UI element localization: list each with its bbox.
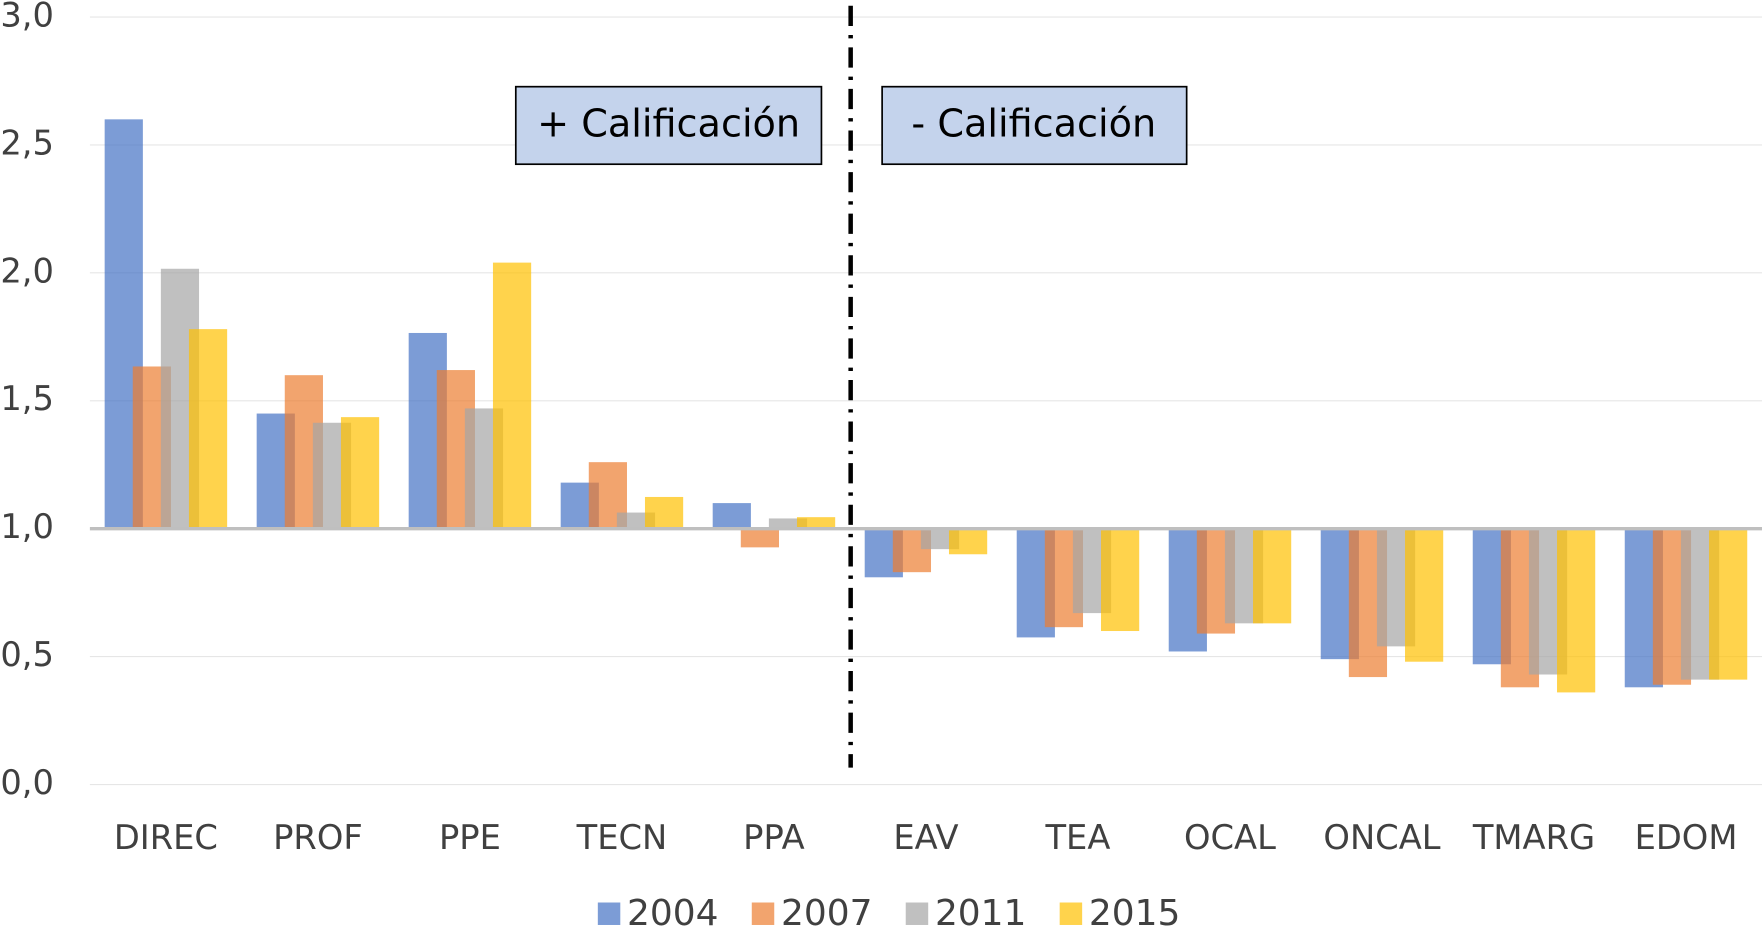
x-tick-label: EAV (893, 818, 958, 857)
y-tick-label: 2,5 (0, 123, 54, 162)
x-tick-label: EDOM (1635, 818, 1738, 857)
bar (1100, 528, 1140, 632)
bar (340, 417, 380, 529)
annotation: - Calificación (911, 103, 1156, 147)
legend-swatch (597, 902, 621, 925)
y-tick-label: 2,0 (0, 251, 54, 290)
bar (1253, 528, 1292, 624)
legend-label: 2007 (781, 893, 872, 933)
legend-label: 2004 (627, 893, 718, 933)
bar (1405, 528, 1444, 662)
legend-swatch (1059, 902, 1083, 925)
bar (740, 528, 779, 548)
legend-swatch (905, 902, 929, 925)
bar (1557, 528, 1596, 693)
x-tick-label: TMARG (1472, 818, 1595, 857)
x-tick-label: TECN (576, 818, 668, 857)
bar (492, 262, 532, 529)
y-tick-label: 0,0 (0, 763, 54, 802)
x-tick-label: DIREC (114, 818, 218, 857)
x-tick-label: PPA (743, 818, 805, 857)
x-tick-label: TEA (1044, 818, 1110, 857)
bar (644, 496, 684, 529)
annotation: + Calificación (537, 103, 800, 147)
bar (948, 528, 988, 555)
bar (1709, 528, 1748, 680)
bar (796, 517, 836, 529)
legend-label: 2015 (1089, 893, 1180, 933)
bar (768, 518, 808, 529)
x-tick-label: PROF (273, 818, 363, 857)
x-tick-label: OCAL (1184, 818, 1276, 857)
x-tick-label: PPE (439, 818, 501, 857)
legend-swatch (751, 902, 775, 925)
y-tick-label: 1,0 (0, 507, 54, 546)
bar (188, 329, 228, 529)
annotation-box (881, 85, 1188, 166)
y-tick-label: 3,0 (0, 0, 54, 35)
annotation-box (514, 85, 823, 166)
y-tick-label: 0,5 (0, 635, 54, 674)
bar (712, 503, 751, 529)
legend-label: 2011 (935, 893, 1026, 933)
y-tick-label: 1,5 (0, 379, 54, 418)
x-tick-label: ONCAL (1323, 818, 1440, 857)
